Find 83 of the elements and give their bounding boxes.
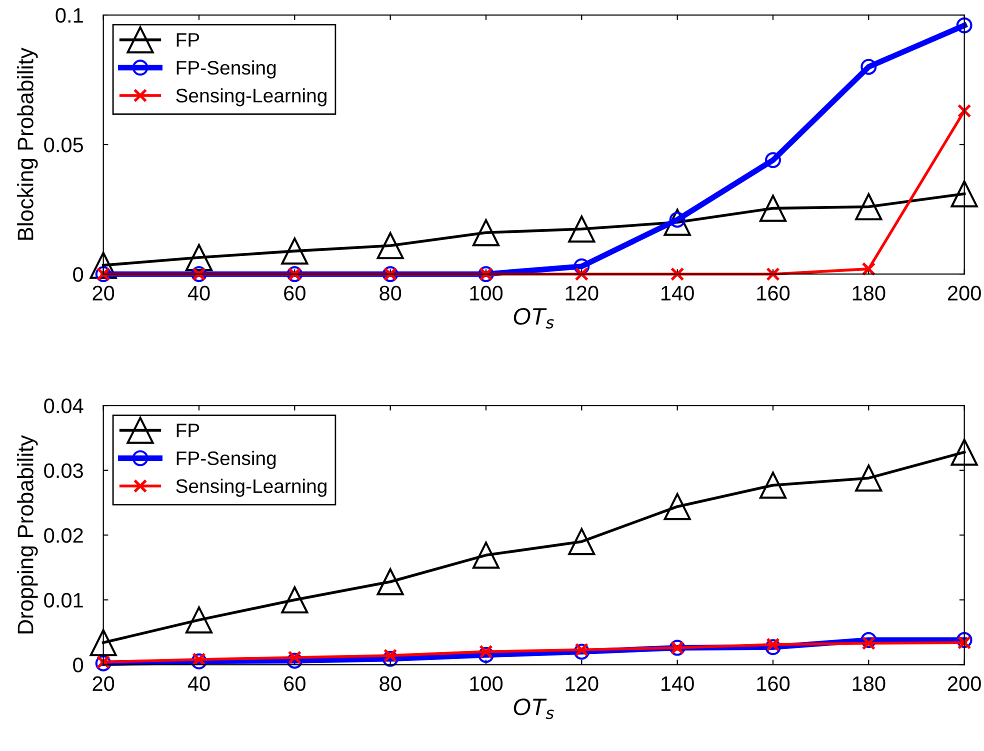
x-tick-label: 20 [92, 676, 114, 692]
legend-label: FP-Sensing [176, 60, 276, 78]
y-axis-title: Blocking Probability [17, 48, 38, 240]
point [382, 650, 398, 667]
point [190, 653, 207, 670]
point [185, 606, 213, 634]
x-axis-title: OT$_{s}$ [514, 698, 554, 720]
x-tick-label: 60 [284, 286, 306, 301]
point [759, 194, 787, 222]
x-tick-label: 200 [948, 286, 981, 301]
x-tick-label: 40 [188, 676, 210, 692]
point [472, 219, 500, 246]
y-tick-label: 0 [73, 658, 84, 672]
point [950, 438, 978, 466]
y-tick-label: 0.04 [44, 398, 84, 414]
point [957, 636, 972, 650]
y-tick-label: 0.05 [44, 138, 84, 152]
point [574, 267, 589, 282]
x-tick-label: 160 [757, 676, 790, 692]
point [472, 542, 500, 569]
point [281, 238, 308, 265]
point [574, 644, 590, 660]
point [764, 639, 781, 656]
point [664, 208, 691, 236]
legend-label: Sensing-Learning [176, 478, 326, 497]
point [192, 652, 206, 666]
y-tick-label: 0.1 [56, 8, 83, 23]
point [956, 632, 972, 648]
legend-label: FP [176, 424, 200, 438]
point [759, 472, 787, 499]
x-tick-label: 40 [188, 286, 210, 301]
x-tick-label: 140 [662, 286, 694, 301]
x-tick-label: 80 [380, 286, 402, 301]
point [862, 636, 876, 650]
point [664, 493, 691, 520]
point [568, 215, 596, 243]
y-tick-label: 0.01 [44, 592, 83, 608]
x-tick-label: 120 [566, 286, 598, 301]
point [90, 252, 117, 279]
point [90, 629, 117, 656]
point [281, 586, 308, 614]
point [670, 267, 684, 282]
x-tick-label: 160 [757, 286, 790, 301]
point [479, 644, 493, 659]
point [376, 232, 404, 260]
point [855, 193, 882, 220]
point [568, 528, 596, 556]
point [862, 262, 876, 276]
x-tick-label: 120 [566, 676, 598, 692]
point [478, 646, 494, 663]
legend-label: Sensing-Learning [176, 88, 326, 106]
point [286, 652, 303, 669]
point [574, 642, 589, 657]
point [288, 650, 302, 664]
y-tick-label: 0.03 [44, 463, 83, 478]
point [376, 568, 404, 596]
point [950, 180, 978, 208]
x-tick-label: 180 [852, 286, 886, 301]
point [855, 464, 882, 492]
x-tick-label: 100 [470, 676, 503, 692]
point [574, 258, 590, 274]
x-tick-label: 80 [380, 676, 402, 692]
legend-label: FP [176, 33, 200, 47]
point [956, 17, 972, 34]
y-axis-title: Dropping Probability [17, 435, 38, 634]
x-tick-label: 180 [852, 676, 886, 692]
x-tick-label: 60 [284, 676, 306, 692]
x-tick-label: 20 [92, 286, 114, 301]
point [860, 58, 877, 75]
point [860, 632, 877, 648]
x-tick-label: 200 [948, 676, 981, 692]
y-tick-label: 0.02 [44, 528, 83, 543]
point [766, 267, 780, 282]
point [957, 104, 972, 118]
point [764, 152, 781, 168]
point [766, 638, 780, 652]
y-tick-label: 0 [73, 267, 84, 282]
x-tick-label: 100 [470, 286, 503, 301]
point [383, 648, 398, 663]
x-tick-label: 140 [662, 676, 694, 692]
x-axis-title: OT$_{s}$ [514, 308, 554, 329]
point [185, 244, 213, 272]
legend-label: FP-Sensing [176, 450, 276, 470]
